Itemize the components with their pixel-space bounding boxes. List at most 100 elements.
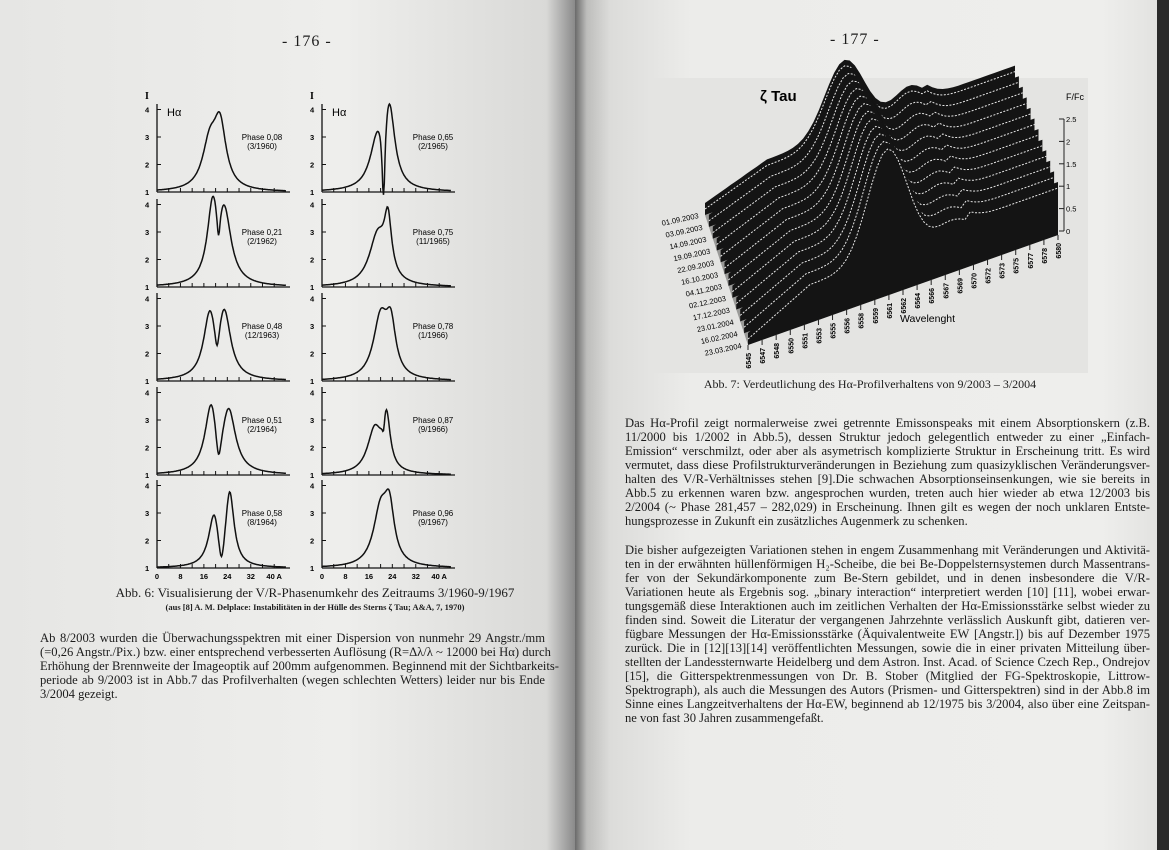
wavelength-label: 6564 xyxy=(915,293,922,309)
profile-panel: 1 2 3 4 Phase 0,96(9/1967) 0 8 16 24 32 40 A xyxy=(310,480,455,581)
y-tick-label: 4 xyxy=(145,201,150,210)
spectrum-ridge-highlight xyxy=(732,118,1043,293)
y-tick-label: 3 xyxy=(310,133,314,142)
text-line: fügbare Messungen der Hα-Emissionsstärke… xyxy=(625,627,1150,641)
y-tick-label: 4 xyxy=(310,389,315,398)
y-tick-label: 2 xyxy=(145,350,149,359)
x-tick-label: 24 xyxy=(223,572,232,581)
phase-label: Phase 0,08 xyxy=(242,133,283,142)
text-line: (=0,26 Angstr./Pix.) bzw. einer entsprec… xyxy=(40,645,551,659)
y-tick-label: 2 xyxy=(145,161,149,170)
x-tick-label: 0 xyxy=(320,572,324,581)
wavelength-label: 6559 xyxy=(873,308,880,324)
wavelength-label: 6545 xyxy=(746,353,753,369)
text-line: Ab 8/2003 wurden die Überwachungsspektre… xyxy=(40,631,545,645)
left-page xyxy=(0,0,575,850)
profile-curve xyxy=(321,102,451,195)
wavelength-label: 6556 xyxy=(845,318,852,334)
y-tick-label: 4 xyxy=(145,295,150,304)
y-tick-label: 2 xyxy=(145,537,149,546)
wavelength-label: 6562 xyxy=(901,298,908,314)
y-tick-label: 1 xyxy=(145,188,149,197)
phase-date: (12/1963) xyxy=(245,331,280,340)
profile-panel: 1 2 3 4 Phase 0,08(3/1960) I Hα xyxy=(145,91,290,197)
wavelength-label: 6567 xyxy=(943,283,950,299)
profile-curve xyxy=(157,111,286,192)
spectrum-ridge xyxy=(748,143,1058,345)
y-tick-label: 4 xyxy=(310,295,315,304)
x-tick-label: 40 A xyxy=(266,572,282,581)
x-tick-label: 0 xyxy=(155,572,159,581)
y-tick-label: 2 xyxy=(310,537,314,546)
y-tick-label: 4 xyxy=(145,106,150,115)
z-tick-label: 0 xyxy=(1066,227,1070,236)
y-tick-label: 2 xyxy=(310,161,314,170)
text-line: ne von fast 30 Jahren zusammengefaßt. xyxy=(625,711,824,725)
profile-panel: 1 2 3 4 Phase 0,51(2/1964) xyxy=(145,387,290,480)
x-tick-label: 16 xyxy=(365,572,373,581)
y-tick-label: 1 xyxy=(310,377,314,386)
spectrum-ridge-highlight xyxy=(708,72,1020,222)
spectrum-ridge-highlight xyxy=(747,148,1059,340)
z-tick-label: 0.5 xyxy=(1066,205,1076,214)
profile-curve xyxy=(156,195,287,287)
wavelength-label: 6580 xyxy=(1056,243,1063,259)
profile-curve xyxy=(322,488,451,568)
y-tick-label: 1 xyxy=(310,283,314,292)
phase-label: Phase 0,51 xyxy=(242,416,283,425)
spectrum-ridge-highlight xyxy=(704,65,1016,210)
phase-date: (9/1966) xyxy=(418,425,448,434)
wavelength-label: 6550 xyxy=(788,338,795,354)
wavelength-label: 6551 xyxy=(802,333,809,349)
figure-7: 01.09.200303.09.200314.09.200319.09.2003… xyxy=(648,59,1088,373)
text-line: 11/2000 bis 1/2002 in Abb.5), dessen Str… xyxy=(625,430,1150,444)
y-tick-label: 3 xyxy=(145,322,149,331)
y-tick-label: 1 xyxy=(310,564,314,573)
wavelength-label: 6570 xyxy=(971,273,978,289)
text-line: ten in der erwähnten hüllenförmigen H₂-S… xyxy=(625,557,1150,571)
text-line: finden sind. Soweit die Literatur der ve… xyxy=(625,613,1150,627)
profile-curve xyxy=(322,205,451,287)
y-tick-label: 4 xyxy=(145,389,150,398)
y-tick-label: 4 xyxy=(310,201,315,210)
y-tick-label: 3 xyxy=(310,228,314,237)
text-line: periode ab 9/2003 ist in Abb.7 das Profi… xyxy=(40,673,545,687)
wavelength-label: 6573 xyxy=(1000,263,1007,279)
spectrum-ridge-highlight xyxy=(712,80,1023,234)
y-tick-label: 4 xyxy=(310,106,315,115)
wavelength-label: 6553 xyxy=(816,328,823,344)
y-tick-label: 3 xyxy=(145,228,149,237)
text-line: 3/2004 gezeigt. xyxy=(40,687,118,701)
profile-curve xyxy=(321,407,451,475)
y-axis-label: I xyxy=(145,91,149,102)
right-paragraph-2: Die bisher aufgezeigten Variationen steh… xyxy=(625,543,1150,725)
x-tick-label: 16 xyxy=(200,572,208,581)
text-line: hungsprozesse in Zukunft ein zusätzliche… xyxy=(625,514,968,528)
wavelength-label: 6558 xyxy=(859,313,866,329)
text-line: stellten der Landessternwarte Heidelberg… xyxy=(625,655,1150,669)
figure-6-citation: (aus [8] A. M. Delplace: Instabilitäten … xyxy=(165,602,465,612)
y-axis-label: I xyxy=(310,91,314,102)
text-line: Erhöhung der Brennweite der Imageoptik a… xyxy=(40,659,560,673)
y-tick-label: 3 xyxy=(310,416,314,425)
phase-label: Phase 0,75 xyxy=(413,228,454,237)
y-tick-label: 1 xyxy=(145,377,149,386)
spectrum-ridge-highlight xyxy=(728,110,1039,281)
wavelength-label: 6548 xyxy=(774,343,781,359)
line-label: Hα xyxy=(332,107,347,119)
text-line: tungsgemäß diese Interaktionen auch im z… xyxy=(625,599,1150,613)
wavelength-label: 6577 xyxy=(1028,253,1035,269)
profile-curve xyxy=(156,403,286,474)
text-line: zurück. Die in [12][13][14] veröffentlic… xyxy=(625,641,1150,655)
profile-curve xyxy=(156,490,286,568)
page-number-left: - 176 - xyxy=(282,33,332,50)
y-tick-label: 2 xyxy=(310,350,314,359)
x-tick-label: 40 A xyxy=(431,572,447,581)
wavelength-label: 6555 xyxy=(831,323,838,339)
wavelength-label: 6569 xyxy=(957,278,964,294)
phase-date: (2/1964) xyxy=(247,425,277,434)
x-tick-label: 32 xyxy=(412,572,420,581)
text-line: halten des V/R-Verhältnisses stehen [9].… xyxy=(625,472,1150,486)
